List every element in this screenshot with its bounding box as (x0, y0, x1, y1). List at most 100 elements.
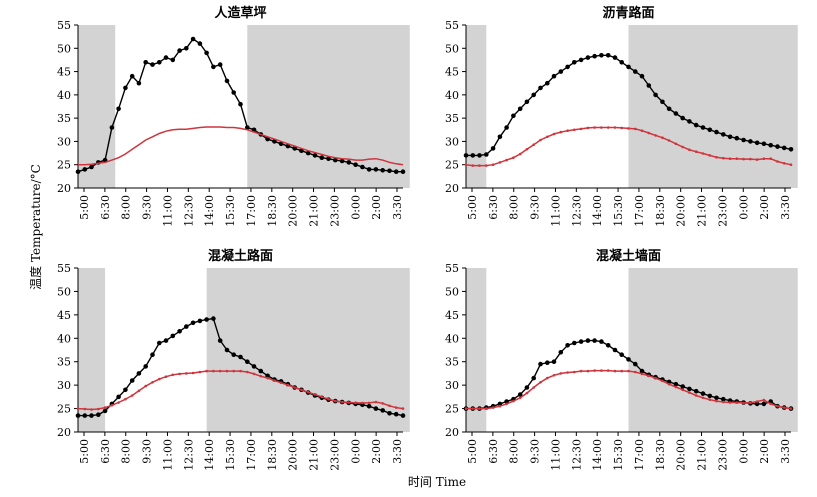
data-point-black (693, 122, 699, 128)
chart-panel-2: 20 25 30 35 40 45 50 55 5:00 6:30 8:00 9:30 11:00 12:… (445, 5, 798, 227)
data-point-black (470, 153, 476, 158)
data-point-black (75, 413, 81, 418)
data-point-black (82, 167, 88, 172)
data-point-black (265, 373, 270, 379)
data-point-red (552, 374, 556, 377)
chart-title: 混凝土路面 (208, 248, 273, 264)
data-point-red (782, 406, 786, 409)
data-point-red (586, 126, 590, 130)
data-point-black (136, 371, 142, 376)
data-point-black (680, 384, 685, 389)
x-tick-label: 12:30 (570, 195, 583, 227)
x-tick-label: 11:00 (549, 195, 562, 227)
data-point-red (552, 132, 556, 136)
data-point-red (464, 163, 468, 166)
data-point-red (742, 401, 745, 405)
x-tick-label: 6:30 (99, 439, 112, 464)
shaded-region (247, 25, 410, 188)
data-point-red (300, 388, 303, 392)
data-point-black (190, 320, 196, 326)
data-point-red (478, 407, 481, 410)
x-tick-label: 8:00 (120, 439, 133, 464)
x-tick-label: 8:00 (120, 195, 133, 220)
data-point-red (667, 139, 671, 142)
data-point-red (701, 152, 705, 155)
data-point-red (667, 382, 671, 386)
data-point-red (158, 377, 161, 381)
x-tick-label: 23:00 (716, 195, 729, 227)
data-point-red (144, 384, 147, 388)
data-point-red (246, 370, 249, 374)
y-tick-label: 45 (57, 66, 71, 79)
data-point-red (539, 381, 542, 384)
x-tick-label: 3:30 (779, 195, 792, 220)
data-point-black (251, 364, 257, 369)
data-point-black (102, 408, 108, 414)
x-tick-label: 14:00 (203, 195, 216, 227)
data-point-black (734, 135, 740, 141)
data-point-red (124, 397, 127, 401)
data-point-red (266, 376, 269, 380)
x-tick-label: 14:00 (591, 195, 604, 227)
data-point-black (231, 352, 236, 358)
data-point-red (749, 401, 752, 405)
x-tick-label: 18:30 (654, 439, 667, 471)
x-tick-label: 23:00 (716, 439, 729, 471)
data-point-red (525, 391, 529, 395)
x-tick-label: 21:00 (696, 439, 709, 471)
data-point-red (354, 401, 357, 405)
x-tick-label: 23:00 (328, 195, 341, 227)
data-point-black (484, 152, 489, 157)
data-point-red (478, 164, 481, 167)
data-point-black (700, 125, 706, 130)
data-point-black (163, 55, 169, 60)
y-tick-label: 45 (445, 66, 459, 79)
data-point-black (585, 338, 591, 343)
data-point-red (485, 407, 488, 410)
data-point-red (83, 407, 87, 411)
data-point-red (715, 399, 718, 403)
panels: 20 25 30 35 40 45 50 55 5:00 6:30 8:00 9:30 11:00 12:… (57, 5, 798, 471)
chart-panel-1: 20 25 30 35 40 45 50 55 5:00 6:30 8:00 9:30 11:00 12:… (57, 5, 410, 227)
data-point-black (366, 167, 372, 172)
x-tick-label: 2:00 (758, 195, 771, 220)
data-point-black (109, 125, 115, 130)
data-point-red (90, 408, 93, 411)
data-point-black (497, 134, 503, 140)
x-tick-label: 0:00 (737, 195, 750, 220)
data-point-black (143, 364, 148, 369)
x-tick-label: 17:00 (245, 195, 258, 227)
data-point-black (217, 338, 223, 343)
x-tick-label: 17:00 (245, 439, 258, 471)
data-point-red (327, 397, 330, 401)
y-tick-label: 40 (57, 332, 71, 345)
data-point-red (566, 129, 569, 132)
data-point-red (661, 379, 664, 383)
y-tick-label: 35 (57, 112, 71, 125)
data-point-black (592, 53, 597, 59)
chart-title: 人造草坪 (214, 5, 266, 21)
data-point-red (498, 161, 502, 164)
data-point-black (754, 401, 760, 407)
y-tick-label: 30 (57, 379, 71, 392)
x-tick-label: 14:00 (591, 439, 604, 471)
y-tick-label: 20 (57, 182, 71, 195)
data-point-red (117, 401, 120, 404)
x-tick-label: 18:30 (266, 439, 279, 471)
data-point-red (273, 379, 276, 382)
data-point-red (191, 371, 195, 375)
x-tick-label: 20:00 (287, 195, 300, 227)
data-point-black (123, 85, 128, 91)
data-point-black (599, 339, 604, 344)
data-point-black (477, 153, 482, 158)
x-tick-label: 11:00 (161, 195, 174, 227)
data-point-black (96, 412, 101, 418)
y-tick-label: 30 (445, 135, 459, 148)
data-point-red (185, 372, 188, 375)
x-tick-label: 21:00 (308, 439, 321, 471)
x-tick-label: 9:30 (141, 439, 154, 464)
data-point-red (471, 164, 475, 167)
data-point-black (231, 90, 236, 95)
x-tick-label: 5:00 (466, 195, 479, 220)
data-point-red (367, 401, 371, 405)
